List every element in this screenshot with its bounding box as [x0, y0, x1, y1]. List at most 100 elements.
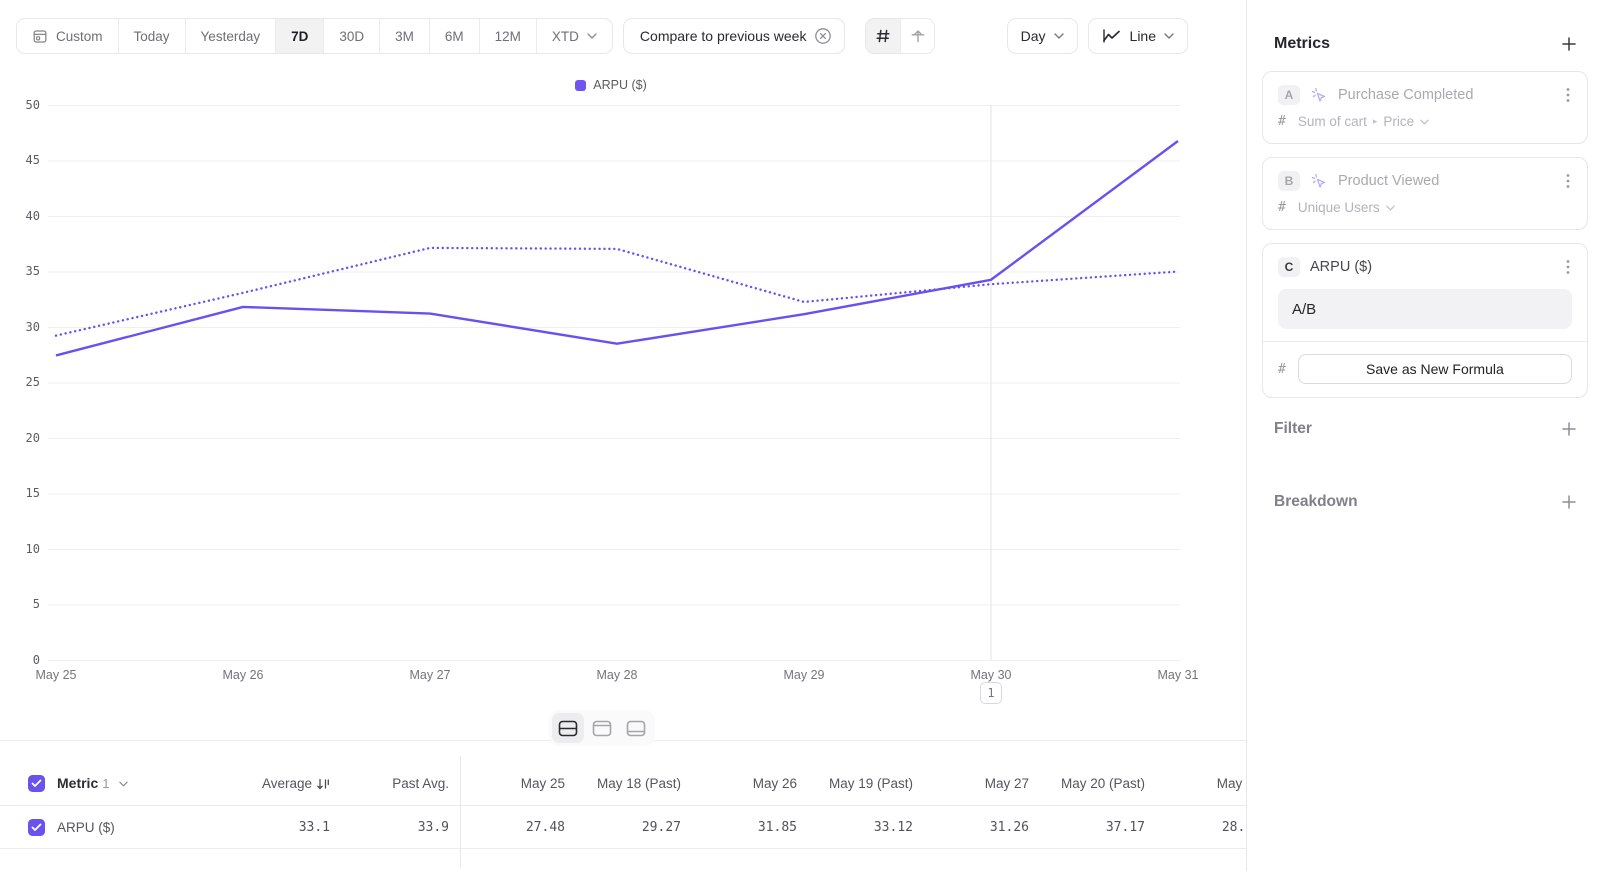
chart-legend[interactable]: ARPU ($) [0, 78, 1222, 92]
column-header-average[interactable]: Average [256, 776, 330, 791]
plus-icon [1562, 37, 1576, 51]
table-header-lead: Metric 1 [28, 775, 256, 793]
metric-menu-button[interactable] [1564, 85, 1572, 105]
filter-title: Filter [1274, 420, 1312, 437]
metric-badge-b: B [1278, 171, 1300, 191]
table-row: ARPU ($) 33.1 33.9 27.48 29.27 31.85 33.12 31.… [0, 806, 1246, 849]
chevron-down-icon [1420, 119, 1429, 124]
metric-menu-button[interactable] [1564, 257, 1572, 277]
save-formula-row: # Save as New Formula [1278, 354, 1572, 384]
annotations-toggle-button[interactable] [900, 19, 935, 53]
annotation-marker[interactable]: 1 [980, 682, 1002, 704]
metric-card-a-header: A Purchase Completed [1278, 85, 1572, 105]
column-header-date[interactable]: May 28 [1216, 776, 1246, 791]
chart-toolbar: Custom Today Yesterday 7D 30D 3M 6M 12M XTD Comp… [16, 18, 1188, 54]
column-header-date[interactable]: May 20 (Past) [1060, 776, 1145, 791]
chart-view-icon [592, 720, 612, 737]
save-as-new-formula-button[interactable]: Save as New Formula [1297, 354, 1572, 384]
measure-dropdown[interactable]: Sum of cart ▸ Price [1298, 114, 1429, 129]
compare-label: Compare to previous week [639, 28, 807, 44]
column-header-date[interactable]: May 27 [984, 776, 1029, 791]
metrics-section-header: Metrics [1274, 30, 1578, 58]
number-type-icon: # [1278, 200, 1286, 215]
chart-view-button[interactable] [586, 713, 618, 743]
split-view-button[interactable] [552, 713, 584, 743]
column-header-date[interactable]: May 25 [520, 776, 565, 791]
table-value-cell: 37.17 [1105, 819, 1145, 835]
date-range-6m[interactable]: 6M [428, 19, 479, 53]
chevron-down-icon [1385, 205, 1395, 210]
table-row-cells: 33.1 33.9 27.48 29.27 31.85 33.12 31.26 37.17 28… [256, 819, 1246, 835]
metric-measure-row: # Unique Users [1278, 199, 1572, 216]
metric-title: Purchase Completed [1338, 87, 1474, 103]
date-range-3m[interactable]: 3M [379, 19, 429, 53]
pole-arrow-icon [910, 28, 926, 44]
remove-compare-icon[interactable] [814, 27, 832, 45]
add-breakdown-button[interactable] [1560, 493, 1578, 511]
card-divider [1263, 341, 1587, 342]
chevron-down-icon [587, 33, 597, 39]
row-metric-label: ARPU ($) [57, 819, 115, 835]
add-filter-button[interactable] [1560, 420, 1578, 438]
compare-button[interactable]: Compare to previous week [622, 18, 846, 54]
row-checkbox[interactable] [28, 818, 45, 836]
table-value-cell: 27.48 [525, 819, 565, 835]
date-range-7d[interactable]: 7D [275, 19, 324, 53]
table-row-lead: ARPU ($) [28, 818, 256, 836]
metric-card-c-header: C ARPU ($) [1278, 257, 1572, 277]
metric-card-b-header: B Product Viewed [1278, 171, 1572, 191]
chart-area: ARPU ($) 0 5 10 15 20 25 30 35 40 45 50 May 25 May … [0, 70, 1222, 710]
layout-toggle [549, 710, 655, 746]
table-value-cell: 31.85 [757, 819, 797, 835]
measure-dropdown[interactable]: Unique Users [1298, 200, 1395, 215]
column-header-date[interactable]: May 18 (Past) [596, 776, 681, 791]
metric-badge-a: A [1278, 85, 1300, 105]
granularity-label: Day [1020, 28, 1046, 44]
date-range-yesterday[interactable]: Yesterday [184, 19, 276, 53]
table-value-cell: 29.27 [641, 819, 681, 835]
metrics-title: Metrics [1274, 35, 1331, 52]
column-header-date[interactable]: May 19 (Past) [828, 776, 913, 791]
date-range-30d[interactable]: 30D [323, 19, 380, 53]
property-arrow-icon: ▸ [1372, 116, 1378, 126]
date-range-xtd[interactable]: XTD [535, 19, 612, 53]
date-range-today[interactable]: Today [117, 19, 185, 53]
table-view-button[interactable] [620, 713, 652, 743]
metric-title: ARPU ($) [1310, 259, 1373, 275]
legend-swatch [575, 79, 587, 91]
gridlines-toggle-button[interactable] [866, 19, 901, 53]
number-type-icon: # [1278, 361, 1286, 377]
hash-grid-icon [875, 28, 891, 44]
metric-card-a[interactable]: A Purchase Completed # Sum of cart ▸ Pri… [1262, 71, 1588, 144]
metric-card-c[interactable]: C ARPU ($) # Save as New Formula [1262, 243, 1588, 398]
line-chart-plot[interactable] [0, 105, 1222, 661]
metric-column-header[interactable]: Metric 1 [57, 775, 128, 793]
legend-label: ARPU ($) [593, 78, 647, 92]
table-value-cell: 33.1 [298, 819, 330, 835]
formula-input[interactable] [1278, 289, 1572, 329]
frozen-column-divider [460, 756, 461, 868]
line-chart-icon [1102, 28, 1122, 44]
date-range-custom[interactable]: Custom [17, 19, 118, 53]
date-range-12m[interactable]: 12M [478, 19, 536, 53]
chevron-down-icon [119, 781, 128, 786]
chart-module: Custom Today Yesterday 7D 30D 3M 6M 12M XTD Comp… [0, 0, 1247, 871]
select-all-checkbox[interactable] [28, 775, 45, 792]
granularity-dropdown[interactable]: Day [1006, 18, 1078, 54]
date-range-selector: Custom Today Yesterday 7D 30D 3M 6M 12M XTD [16, 18, 613, 54]
column-header-past-avg[interactable]: Past Avg. [392, 776, 449, 791]
metric-card-b[interactable]: B Product Viewed # Unique Users [1262, 157, 1588, 230]
kebab-icon [1566, 174, 1570, 188]
column-header-date[interactable]: May 26 [752, 776, 797, 791]
metric-title: Product Viewed [1338, 173, 1440, 189]
add-metric-button[interactable] [1560, 35, 1578, 53]
sort-descending-icon [316, 777, 330, 791]
chart-type-dropdown[interactable]: Line [1087, 18, 1188, 54]
metric-menu-button[interactable] [1564, 171, 1572, 191]
chevron-down-icon [1164, 33, 1174, 39]
kebab-icon [1566, 260, 1570, 274]
chart-display-toggles [865, 18, 936, 54]
calendar-icon [32, 28, 48, 44]
plus-icon [1562, 495, 1576, 509]
